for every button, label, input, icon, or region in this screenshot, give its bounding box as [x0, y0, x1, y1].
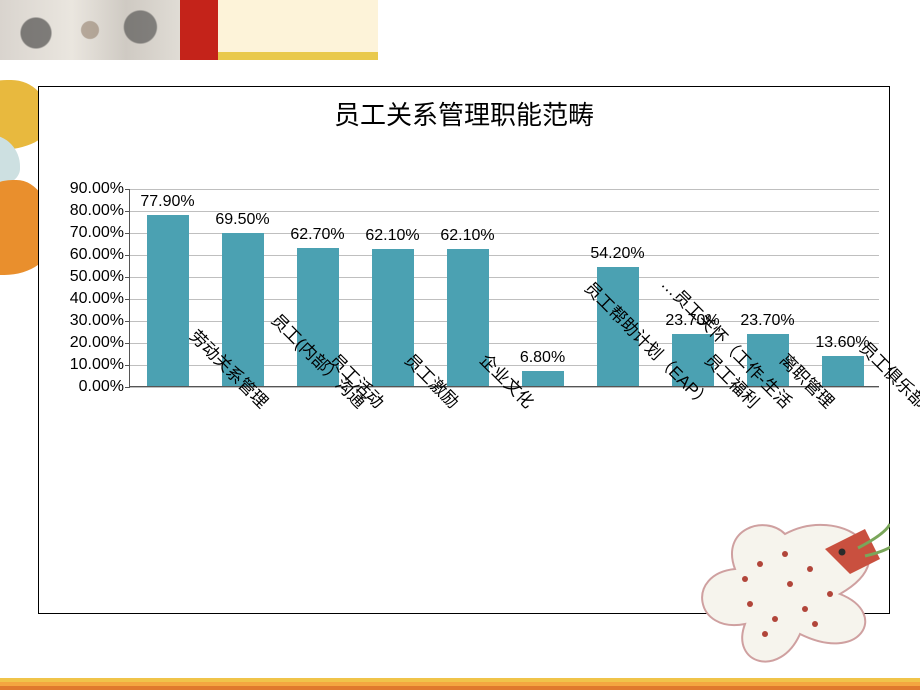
value-label: 62.10%	[365, 227, 419, 245]
value-label: 23.70%	[740, 312, 794, 330]
y-tick	[125, 255, 130, 256]
red-accent-block	[180, 0, 218, 60]
y-axis-label: 70.00%	[70, 224, 124, 242]
value-label: 69.50%	[215, 211, 269, 229]
value-label: 62.10%	[440, 227, 494, 245]
gridline	[130, 189, 879, 190]
people-photo	[0, 0, 180, 60]
y-axis-label: 60.00%	[70, 246, 124, 264]
value-label: 6.80%	[520, 349, 565, 367]
y-axis-label: 30.00%	[70, 312, 124, 330]
bar	[147, 215, 189, 386]
y-tick	[125, 211, 130, 212]
cream-accent-block	[218, 0, 378, 60]
y-tick	[125, 299, 130, 300]
bottom-band-1	[0, 686, 920, 690]
bottom-band-3	[0, 678, 920, 682]
value-label: 77.90%	[140, 193, 194, 211]
value-label: 54.20%	[590, 245, 644, 263]
bottom-band-2	[0, 682, 920, 686]
y-axis-label: 10.00%	[70, 356, 124, 374]
value-label: 62.70%	[290, 226, 344, 244]
header-strip	[0, 0, 420, 60]
y-tick	[125, 343, 130, 344]
y-tick	[125, 321, 130, 322]
y-axis-label: 40.00%	[70, 290, 124, 308]
y-axis-label: 90.00%	[70, 180, 124, 198]
y-tick	[125, 233, 130, 234]
y-axis-label: 0.00%	[79, 378, 124, 396]
y-axis-label: 80.00%	[70, 202, 124, 220]
y-axis-label: 20.00%	[70, 334, 124, 352]
y-tick	[125, 365, 130, 366]
y-axis-label: 50.00%	[70, 268, 124, 286]
chart-title: 员工关系管理职能范畴	[39, 95, 889, 132]
y-tick	[125, 277, 130, 278]
y-tick	[125, 189, 130, 190]
fish-decoration	[690, 514, 890, 684]
